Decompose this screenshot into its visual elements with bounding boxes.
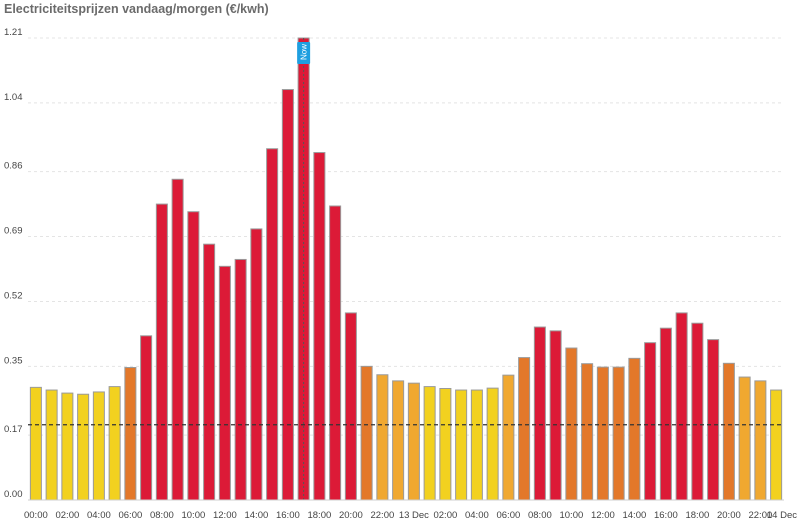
price-bar [187, 211, 200, 501]
chart-title: Electriciteitsprijzen vandaag/morgen (€/… [4, 2, 269, 16]
price-bar [533, 326, 546, 501]
y-tick-label: 0.69 [4, 226, 23, 237]
x-tick-label: 08:00 [528, 510, 552, 521]
price-bar [313, 152, 326, 501]
x-tick-label: 14:00 [622, 510, 646, 521]
price-bar [644, 342, 657, 501]
price-bar [29, 386, 42, 501]
x-tick-label: 12:00 [591, 510, 615, 521]
x-tick-label: 18:00 [307, 510, 331, 521]
x-tick-label: 20:00 [339, 510, 363, 521]
x-tick-label: 02:00 [433, 510, 457, 521]
x-tick-label: 22:00 [370, 510, 394, 521]
price-bar [722, 362, 735, 501]
x-tick-label: 13 Dec [399, 510, 429, 521]
x-tick-label: 10:00 [559, 510, 583, 521]
price-bar [707, 339, 720, 501]
price-bar [92, 391, 105, 501]
price-bar [675, 312, 688, 501]
price-bar [470, 389, 483, 501]
price-bar [155, 203, 168, 501]
price-bar [770, 389, 783, 501]
x-tick-label: 00:00 [24, 510, 48, 521]
x-tick-label: 10:00 [181, 510, 205, 521]
price-bar [581, 363, 594, 501]
price-bar [596, 366, 609, 501]
price-bar [329, 205, 342, 501]
price-bar [407, 382, 420, 501]
price-bar [549, 330, 562, 501]
price-bar [376, 374, 389, 501]
x-tick-label: 06:00 [118, 510, 142, 521]
price-bar [203, 243, 216, 501]
x-tick-label: 06:00 [496, 510, 520, 521]
price-bar [628, 357, 641, 501]
y-tick-label: 0.17 [4, 424, 23, 435]
price-bar [266, 148, 279, 501]
y-tick-label: 0.00 [4, 489, 23, 500]
price-bar [77, 393, 90, 501]
x-tick-label: 20:00 [717, 510, 741, 521]
price-bar [360, 365, 373, 501]
price-bar [518, 357, 531, 501]
price-bar [423, 386, 436, 501]
price-bar [61, 392, 74, 501]
price-bar [124, 367, 137, 501]
x-tick-label: 04:00 [87, 510, 111, 521]
price-bar [140, 335, 153, 501]
price-bar [691, 322, 704, 501]
x-tick-label: 16:00 [276, 510, 300, 521]
y-tick-label: 0.52 [4, 290, 23, 301]
price-bar [281, 89, 294, 501]
x-tick-label: 18:00 [685, 510, 709, 521]
y-tick-label: 0.35 [4, 355, 23, 366]
price-bar [45, 389, 58, 501]
x-tick-label: 04:00 [465, 510, 489, 521]
y-tick-label: 0.86 [4, 161, 23, 172]
price-bar [565, 347, 578, 501]
price-bar [171, 178, 184, 501]
price-bar [234, 258, 247, 501]
price-bar [439, 388, 452, 501]
now-marker [297, 42, 311, 64]
x-tick-label: 02:00 [55, 510, 79, 521]
price-bar [486, 387, 499, 501]
price-bar [659, 327, 672, 501]
x-tick-label: 08:00 [150, 510, 174, 521]
x-tick-label: 14 Dec [767, 510, 797, 521]
price-bar [455, 389, 468, 501]
y-tick-label: 1.04 [4, 92, 23, 103]
price-bar [218, 265, 231, 501]
x-tick-label: 22:00 [748, 510, 772, 521]
price-bar [250, 228, 263, 501]
y-tick-label: 1.21 [4, 27, 23, 38]
price-bar [344, 312, 357, 501]
now-label: Now [300, 44, 309, 60]
price-bar [108, 386, 121, 501]
price-bar [754, 380, 767, 501]
price-bar [738, 376, 751, 501]
price-bar [612, 366, 625, 501]
price-bar [502, 374, 515, 501]
x-tick-label: 12:00 [213, 510, 237, 521]
x-tick-label: 16:00 [654, 510, 678, 521]
x-tick-label: 14:00 [244, 510, 268, 521]
price-bar [392, 380, 405, 501]
